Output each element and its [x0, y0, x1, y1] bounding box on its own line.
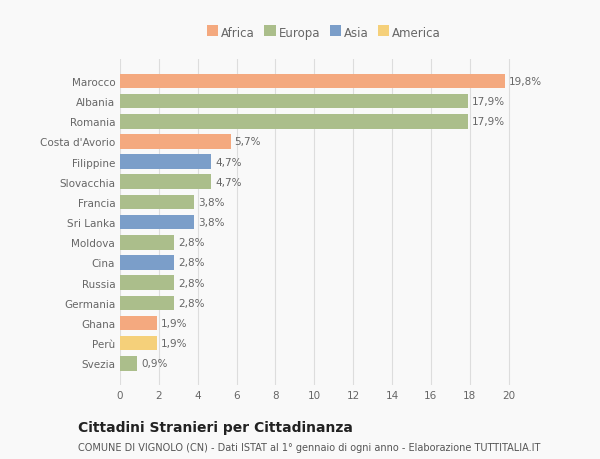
Text: COMUNE DI VIGNOLO (CN) - Dati ISTAT al 1° gennaio di ogni anno - Elaborazione TU: COMUNE DI VIGNOLO (CN) - Dati ISTAT al 1… — [78, 442, 541, 452]
Text: 2,8%: 2,8% — [178, 238, 205, 248]
Bar — [120, 115, 468, 129]
Bar — [120, 74, 505, 89]
Text: 4,7%: 4,7% — [215, 177, 242, 187]
Text: 17,9%: 17,9% — [472, 97, 505, 107]
Legend: Africa, Europa, Asia, America: Africa, Europa, Asia, America — [207, 27, 441, 39]
Text: 17,9%: 17,9% — [472, 117, 505, 127]
Text: 1,9%: 1,9% — [161, 318, 187, 328]
Text: 2,8%: 2,8% — [178, 278, 205, 288]
Text: 3,8%: 3,8% — [198, 218, 224, 228]
Bar — [120, 215, 194, 230]
Bar — [120, 276, 175, 290]
Bar — [120, 175, 211, 190]
Text: 1,9%: 1,9% — [161, 338, 187, 348]
Bar — [120, 256, 175, 270]
Text: 2,8%: 2,8% — [178, 298, 205, 308]
Bar — [120, 316, 157, 330]
Bar — [120, 235, 175, 250]
Bar — [120, 336, 157, 351]
Bar — [120, 356, 137, 371]
Text: 2,8%: 2,8% — [178, 258, 205, 268]
Text: 5,7%: 5,7% — [235, 137, 261, 147]
Bar — [120, 296, 175, 310]
Bar — [120, 135, 231, 149]
Bar — [120, 195, 194, 210]
Bar — [120, 155, 211, 169]
Text: 3,8%: 3,8% — [198, 197, 224, 207]
Text: 0,9%: 0,9% — [142, 358, 168, 369]
Text: 4,7%: 4,7% — [215, 157, 242, 167]
Text: 19,8%: 19,8% — [509, 77, 542, 87]
Bar — [120, 95, 468, 109]
Text: Cittadini Stranieri per Cittadinanza: Cittadini Stranieri per Cittadinanza — [78, 420, 353, 434]
